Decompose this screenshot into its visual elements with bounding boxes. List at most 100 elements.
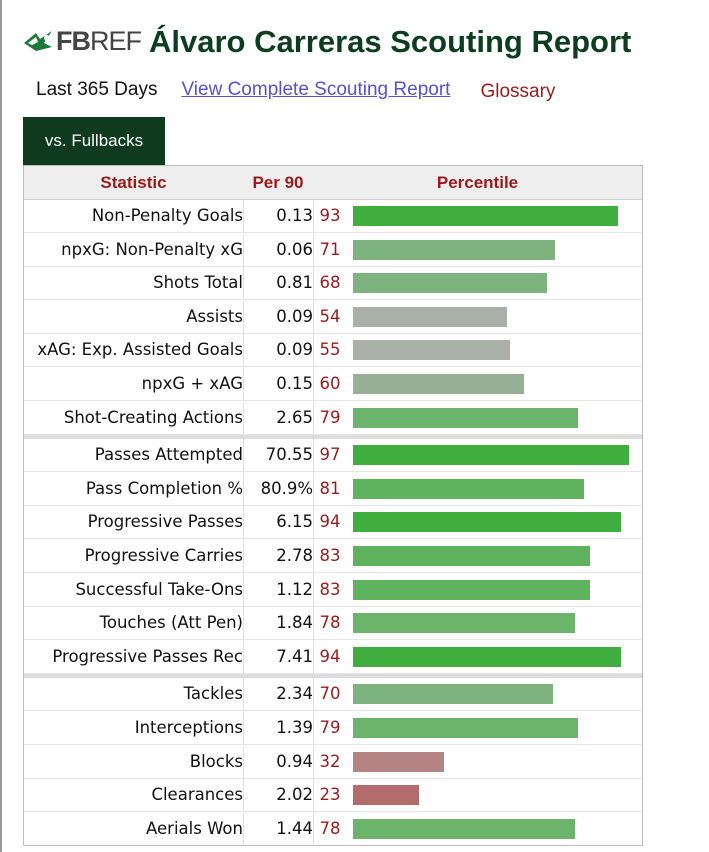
fbref-leaf-icon [24, 31, 52, 51]
table-row: Blocks 0.94 32 [24, 745, 642, 779]
stat-label[interactable]: Interceptions [134, 718, 243, 737]
percentile-bar [353, 306, 507, 327]
percentile-value: 68 [313, 267, 346, 301]
per90-value: 7.41 [243, 640, 313, 674]
table-row: Clearances 2.02 23 [24, 779, 642, 813]
table-row: Progressive Passes Rec 7.41 94 [24, 640, 642, 674]
table-row: xAG: Exp. Assisted Goals 0.09 55 [24, 334, 642, 368]
percentile-bar [353, 579, 590, 600]
percentile-bar [353, 751, 444, 772]
percentile-bar [353, 374, 524, 394]
per90-value: 0.81 [243, 267, 313, 301]
percentile-bar [353, 445, 629, 466]
per90-value: 0.06 [243, 233, 313, 267]
stat-label[interactable]: xAG: Exp. Assisted Goals [37, 340, 243, 360]
percentile-bar [353, 273, 547, 294]
percentile-bar [353, 646, 621, 667]
stat-label[interactable]: Tackles [183, 684, 243, 704]
percentile-bar [353, 613, 575, 634]
stat-label[interactable]: Shots Total [153, 273, 243, 293]
stat-label[interactable]: Successful Take-Ons [75, 579, 243, 599]
table-row: Assists 0.09 54 [24, 300, 642, 334]
table-row: Tackles 2.34 70 [24, 678, 642, 712]
percentile-value: 83 [313, 573, 346, 607]
percentile-value: 78 [313, 812, 346, 845]
glossary-link[interactable]: Glossary [480, 81, 556, 102]
column-header-per90[interactable]: Per 90 [252, 173, 304, 192]
per90-value: 0.09 [243, 300, 313, 334]
percentile-value: 23 [313, 779, 346, 813]
percentile-bar [353, 478, 584, 499]
percentile-value: 94 [313, 506, 346, 540]
percentile-value: 79 [313, 712, 346, 745]
table-row: Pass Completion % 80.9% 81 [24, 472, 642, 506]
percentile-value: 71 [313, 233, 346, 267]
percentile-bar [353, 340, 510, 361]
table-row: Successful Take-Ons 1.12 83 [24, 573, 642, 607]
per90-value: 70.55 [243, 439, 313, 473]
page-header: FBREF Álvaro Carreras Scouting Report [22, 20, 631, 62]
table-row: npxG + xAG 0.15 60 [24, 368, 642, 401]
stat-label[interactable]: npxG + xAG [141, 374, 243, 393]
percentile-value: 54 [313, 300, 346, 334]
stat-label[interactable]: Shot-Creating Actions [63, 407, 243, 427]
stat-label[interactable]: Pass Completion % [85, 478, 243, 498]
percentile-bar [353, 818, 575, 839]
table-row: Shots Total 0.81 68 [24, 267, 642, 301]
table-row: Progressive Passes 6.15 94 [24, 506, 642, 540]
group-separator [24, 435, 642, 440]
column-header-percentile[interactable]: Percentile [436, 173, 519, 192]
table-row: Progressive Carries 2.78 83 [24, 540, 642, 573]
percentile-bar [353, 407, 578, 428]
percentile-value: 97 [313, 439, 346, 473]
per90-value: 0.15 [243, 368, 313, 401]
table-row: Non-Penalty Goals 0.13 93 [24, 200, 642, 233]
per90-value: 0.13 [243, 200, 313, 233]
table-row: Passes Attempted 70.55 97 [24, 439, 642, 473]
percentile-bar [353, 785, 419, 806]
percentile-bar [353, 684, 553, 705]
period-label: Last 365 Days [36, 79, 158, 100]
group-separator [24, 674, 642, 679]
stat-label[interactable]: Progressive Carries [84, 546, 243, 565]
per90-value: 1.84 [243, 607, 313, 641]
table-row: Touches (Att Pen) 1.84 78 [24, 607, 642, 641]
per90-value: 0.94 [243, 745, 313, 779]
percentile-value: 81 [313, 472, 346, 506]
stat-label[interactable]: Blocks [189, 751, 243, 771]
stat-label[interactable]: Assists [186, 306, 243, 326]
stat-label[interactable]: npxG: Non-Penalty xG [61, 239, 243, 259]
fbref-logo[interactable]: FBREF [22, 21, 142, 61]
page-title: Álvaro Carreras Scouting Report [149, 23, 632, 59]
per90-value: 1.39 [243, 712, 313, 745]
column-header-statistic[interactable]: Statistic [100, 173, 167, 192]
complete-report-link[interactable]: View Complete Scouting Report [181, 79, 451, 100]
tab-vs-fullbacks[interactable]: vs. Fullbacks [23, 117, 165, 165]
percentile-value: 60 [313, 368, 346, 401]
per90-value: 2.65 [243, 401, 313, 435]
percentile-value: 93 [313, 200, 346, 233]
table-row: Shot-Creating Actions 2.65 79 [24, 401, 642, 435]
percentile-value: 83 [313, 540, 346, 573]
stat-label[interactable]: Clearances [151, 785, 243, 805]
logo-text: FBREF [56, 25, 142, 56]
table-row: Aerials Won 1.44 78 [24, 812, 642, 845]
stat-label[interactable]: Aerials Won [146, 818, 243, 838]
stat-label[interactable]: Progressive Passes Rec [52, 646, 243, 666]
percentile-value: 32 [313, 745, 346, 779]
percentile-value: 70 [313, 678, 346, 712]
percentile-bar [353, 718, 578, 738]
stat-label[interactable]: Non-Penalty Goals [91, 206, 243, 225]
stat-label[interactable]: Passes Attempted [94, 445, 243, 465]
stat-label[interactable]: Progressive Passes [87, 512, 243, 532]
percentile-value: 78 [313, 607, 346, 641]
percentile-bar [353, 239, 555, 260]
per90-value: 1.44 [243, 812, 313, 845]
per90-value: 2.34 [243, 678, 313, 712]
per90-value: 6.15 [243, 506, 313, 540]
percentile-value: 94 [313, 640, 346, 674]
percentile-table: Statistic Per 90 Percentile Non-Penalty … [23, 165, 643, 846]
stat-label[interactable]: Touches (Att Pen) [99, 613, 243, 633]
subnav: Last 365 Days View Complete Scouting Rep… [36, 78, 555, 102]
percentile-value: 79 [313, 401, 346, 435]
